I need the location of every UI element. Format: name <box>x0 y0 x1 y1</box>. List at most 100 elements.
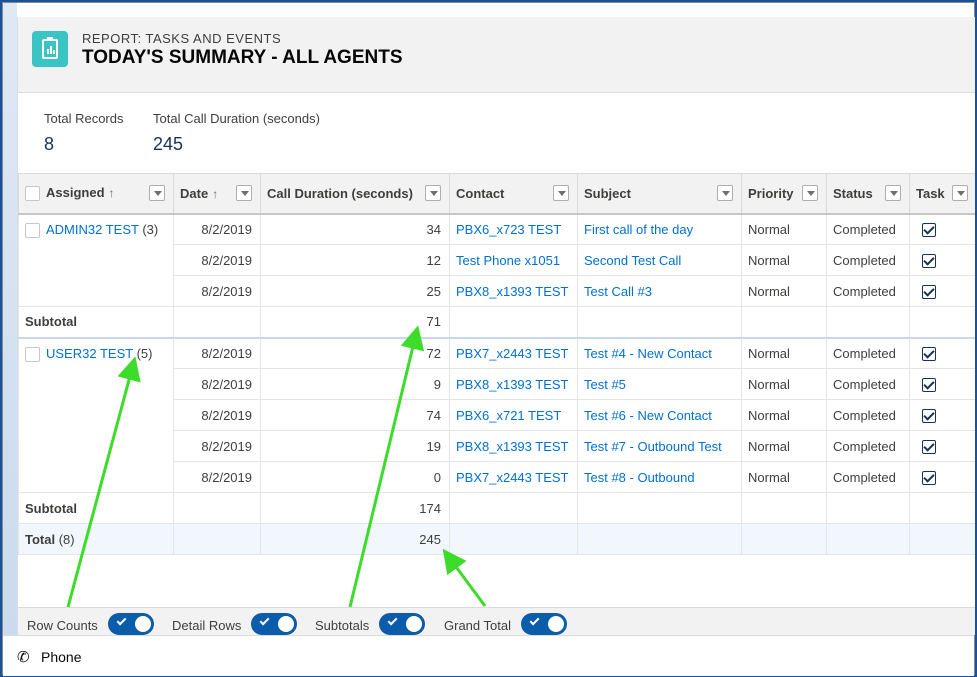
column-header-assigned[interactable]: Assigned ↑ <box>18 173 174 215</box>
checkbox-checked-icon <box>922 253 936 268</box>
subject-link[interactable]: Test #4 - New Contact <box>577 336 742 369</box>
contact-link[interactable]: PBX8_x1393 TEST <box>449 430 578 462</box>
column-menu-icon[interactable] <box>717 185 733 201</box>
check-icon <box>387 615 398 626</box>
column-header-contact[interactable]: Contact <box>449 173 578 215</box>
duration-cell: 74 <box>260 399 450 431</box>
group-name-link[interactable]: ADMIN32 TEST <box>46 221 139 237</box>
checkbox-checked-icon <box>922 223 936 238</box>
group-name-link[interactable]: USER32 TEST <box>46 345 133 361</box>
subject-link[interactable]: Test #8 - Outbound <box>577 461 742 493</box>
contact-link[interactable]: PBX6_x721 TEST <box>449 399 578 431</box>
task-cell <box>909 336 975 369</box>
priority-cell: Normal <box>741 213 827 245</box>
checkbox-checked-icon <box>922 408 936 423</box>
subject-link[interactable]: First call of the day <box>577 213 742 245</box>
subject-link[interactable]: Test Call #3 <box>577 275 742 307</box>
contact-link[interactable]: PBX7_x2443 TEST <box>449 336 578 369</box>
summary-total-duration: Total Call Duration (seconds) 245 <box>153 111 320 155</box>
column-header-subject[interactable]: Subject <box>577 173 742 215</box>
phone-utility-label[interactable]: Phone <box>41 649 82 665</box>
column-menu-icon[interactable] <box>236 185 252 201</box>
duration-cell: 12 <box>260 244 450 276</box>
row-count: (3) <box>142 221 159 237</box>
subtotal-label: Subtotal <box>18 492 174 524</box>
subtotal-value: 174 <box>260 492 450 524</box>
checkbox-checked-icon <box>922 377 936 392</box>
contact-link[interactable]: PBX8_x1393 TEST <box>449 368 578 400</box>
report-table: Assigned ↑ Date ↑ Call Duration (seconds) … <box>18 173 975 555</box>
column-menu-icon[interactable] <box>425 185 441 201</box>
row-counts-switch[interactable] <box>107 613 154 635</box>
toggle-label: Detail Rows <box>172 617 242 633</box>
column-menu-icon[interactable] <box>802 185 818 201</box>
column-header-call-duration[interactable]: Call Duration (seconds) <box>260 173 450 215</box>
duration-cell: 25 <box>260 275 450 307</box>
duration-cell: 9 <box>260 368 450 400</box>
task-cell <box>909 275 975 307</box>
group-cell: ADMIN32 TEST (3) <box>18 213 174 307</box>
subtotal-value: 71 <box>260 306 450 338</box>
background-strip <box>3 3 17 635</box>
phone-icon[interactable]: ✆ <box>17 649 30 666</box>
contact-link[interactable]: Test Phone x1051 <box>449 244 578 276</box>
subject-link[interactable]: Second Test Call <box>577 244 742 276</box>
column-header-status[interactable]: Status <box>826 173 910 215</box>
checkbox-checked-icon <box>922 439 936 454</box>
grand-total-count: (8) <box>58 531 75 547</box>
column-menu-icon[interactable] <box>553 185 569 201</box>
subject-link[interactable]: Test #6 - New Contact <box>577 399 742 431</box>
duration-cell: 34 <box>260 213 450 245</box>
check-icon <box>259 615 270 626</box>
table-row: 8/2/2019 12 Test Phone x1051 Second Test… <box>19 244 975 276</box>
subtotal-row: Subtotal 71 <box>18 306 975 338</box>
grand-total-switch[interactable] <box>520 613 567 635</box>
row-checkbox[interactable] <box>25 346 40 362</box>
toggle-label: Subtotals <box>315 617 370 633</box>
contact-link[interactable]: PBX7_x2443 TEST <box>449 461 578 493</box>
summary-label: Total Call Duration (seconds) <box>153 111 320 126</box>
select-all-checkbox[interactable] <box>25 186 40 202</box>
table-row: USER32 TEST (5) 8/2/2019 72 PBX7_x2443 T… <box>18 336 975 493</box>
task-cell <box>909 213 975 245</box>
priority-cell: Normal <box>741 275 827 307</box>
contact-link[interactable]: PBX6_x723 TEST <box>449 213 578 245</box>
task-cell <box>909 430 975 462</box>
summary-value: 8 <box>44 134 55 154</box>
grand-total-label: Total (8) <box>18 523 174 555</box>
subtotal-row: Subtotal 174 <box>18 492 975 524</box>
column-menu-icon[interactable] <box>149 185 165 201</box>
status-cell: Completed <box>826 275 910 307</box>
status-cell: Completed <box>826 244 910 276</box>
task-cell <box>909 244 975 276</box>
group-cell: USER32 TEST (5) <box>18 336 174 493</box>
priority-cell: Normal <box>741 399 827 431</box>
row-checkbox[interactable] <box>25 222 40 238</box>
contact-link[interactable]: PBX8_x1393 TEST <box>449 275 578 307</box>
duration-cell: 72 <box>260 336 450 369</box>
date-cell: 8/2/2019 <box>173 430 261 462</box>
checkbox-checked-icon <box>922 284 936 299</box>
column-menu-icon[interactable] <box>952 185 968 201</box>
row-count: (5) <box>136 345 153 361</box>
detail-rows-switch[interactable] <box>251 613 298 635</box>
subject-link[interactable]: Test #5 <box>577 368 742 400</box>
date-cell: 8/2/2019 <box>173 213 261 245</box>
status-cell: Completed <box>826 399 910 431</box>
column-header-task[interactable]: Task <box>909 173 975 215</box>
column-menu-icon[interactable] <box>885 185 901 201</box>
priority-cell: Normal <box>741 461 827 493</box>
column-header-priority[interactable]: Priority <box>741 173 827 215</box>
date-cell: 8/2/2019 <box>173 244 261 276</box>
subtotals-switch[interactable] <box>379 613 426 635</box>
date-cell: 8/2/2019 <box>173 336 261 369</box>
table-row: ADMIN32 TEST (3) 8/2/2019 34 PBX6_x723 T… <box>18 213 975 307</box>
duration-cell: 19 <box>260 430 450 462</box>
subject-link[interactable]: Test #7 - Outbound Test <box>577 430 742 462</box>
status-cell: Completed <box>826 336 910 369</box>
column-header-date[interactable]: Date ↑ <box>173 173 261 215</box>
date-cell: 8/2/2019 <box>173 368 261 400</box>
summary-total-records: Total Records 8 <box>44 111 123 155</box>
date-cell: 8/2/2019 <box>173 275 261 307</box>
